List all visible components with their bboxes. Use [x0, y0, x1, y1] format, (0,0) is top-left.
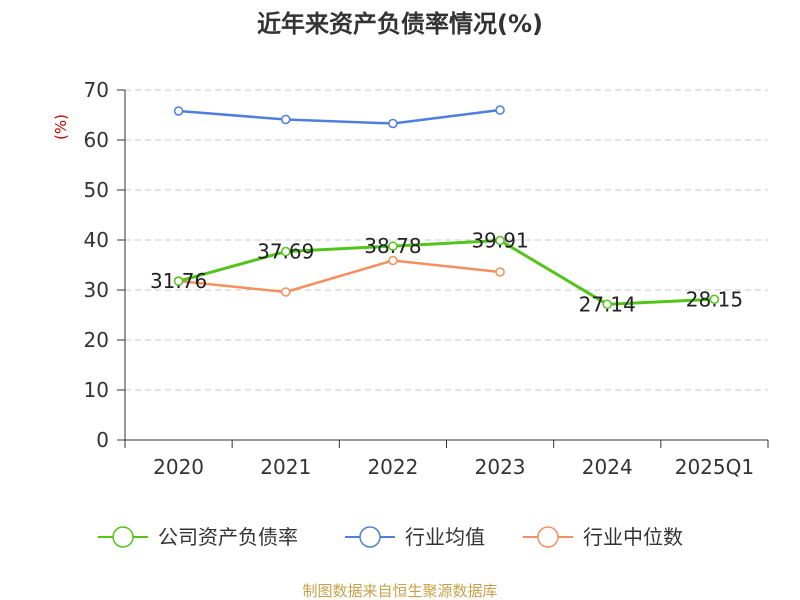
- data-point: [602, 299, 612, 310]
- y-tick-label: 10: [84, 378, 109, 402]
- data-labels: 31.76 37.69 38.78 39.91 27.14 28.15: [150, 228, 743, 316]
- y-tick-label: 0: [96, 428, 109, 452]
- x-tick-label: 2023: [475, 455, 526, 479]
- series-line: [178, 108, 501, 125]
- data-point: [388, 241, 398, 251]
- data-label: 27.14: [579, 292, 636, 316]
- data-point: [281, 246, 291, 257]
- data-point: [281, 287, 291, 297]
- grid-lines: [125, 89, 768, 391]
- data-point: [495, 105, 505, 115]
- legend-marker: [537, 526, 559, 548]
- x-tick-label: 2020: [153, 455, 204, 479]
- data-point: [388, 255, 398, 266]
- x-tick-label: 2025Q1: [675, 455, 754, 479]
- legend: 公司资产负债率 行业均值 行业中位数: [98, 525, 683, 549]
- y-axis-label: (%): [52, 114, 70, 140]
- data-point: [495, 235, 505, 246]
- series-line: [178, 259, 501, 294]
- legend-label: 公司资产负债率: [158, 525, 298, 549]
- data-point: [173, 106, 184, 116]
- data-label: 39.91: [471, 228, 528, 252]
- y-tick-label: 70: [84, 78, 109, 102]
- legend-item: 行业中位数: [523, 525, 683, 549]
- y-tick-label: 20: [84, 328, 109, 352]
- series-layer: [173, 105, 720, 310]
- legend-marker: [359, 526, 381, 548]
- data-label: 38.78: [364, 234, 421, 258]
- y-tick-label: 60: [84, 128, 109, 152]
- x-tick-label: 2022: [367, 455, 418, 479]
- y-tick-label: 30: [84, 278, 109, 302]
- x-tick-label: 2021: [260, 455, 311, 479]
- axes: 0 10 20 30 40 50 60 70 2020 2021 2022 2023 2024 2025Q…: [84, 78, 769, 479]
- data-point: [388, 118, 398, 129]
- data-label: 31.76: [150, 269, 207, 293]
- legend-item: 行业均值: [345, 525, 485, 549]
- data-point: [173, 276, 184, 286]
- y-tick-label: 50: [84, 178, 109, 202]
- data-point: [709, 294, 720, 304]
- chart-title: 近年来资产负债率情况(%): [257, 10, 543, 38]
- legend-item: 公司资产负债率: [98, 525, 298, 549]
- data-label: 28.15: [686, 287, 743, 311]
- legend-label: 行业均值: [405, 525, 485, 549]
- data-point: [495, 267, 505, 277]
- legend-marker: [112, 526, 134, 548]
- legend-label: 行业中位数: [583, 525, 683, 549]
- y-tick-label: 40: [84, 228, 109, 252]
- data-point: [281, 114, 291, 125]
- source-note: 制图数据来自恒生聚源数据库: [302, 582, 497, 600]
- x-tick-label: 2024: [582, 455, 633, 479]
- data-label: 37.69: [257, 240, 314, 264]
- series-line: [178, 238, 715, 306]
